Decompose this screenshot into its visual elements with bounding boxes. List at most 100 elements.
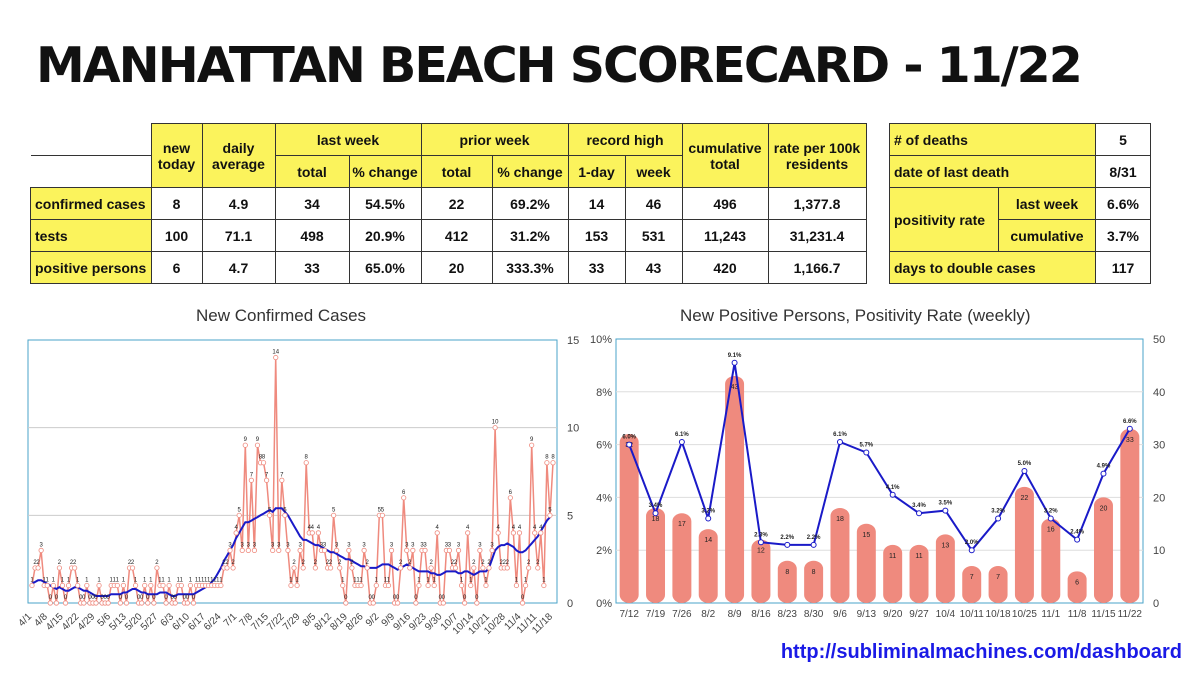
data-point [504, 565, 510, 571]
data-label: 5 [548, 507, 552, 513]
rate-label: 4.1% [886, 485, 900, 491]
data-point [425, 582, 431, 589]
data-label: 2 [454, 560, 458, 566]
data-point [492, 425, 498, 431]
data-point [416, 582, 422, 589]
data-label: 2 [314, 560, 318, 566]
data-label: 5 [381, 507, 385, 513]
data-label: 1 [484, 577, 488, 583]
data-point [184, 600, 190, 606]
data-point [148, 582, 154, 589]
data-label: 1 [195, 577, 199, 583]
table-cell: 69.2% [491, 187, 569, 220]
y-left-tick-label: 10% [590, 334, 612, 346]
rate-point [757, 539, 764, 546]
row-label: tests [30, 219, 152, 252]
data-label: 1 [216, 577, 220, 583]
data-label: 7 [280, 472, 284, 478]
table-cell: 412 [420, 219, 493, 252]
table-cell: 43 [624, 251, 683, 284]
header-total: total [274, 155, 350, 188]
data-point [47, 600, 53, 606]
data-label: 2 [73, 560, 77, 566]
data-label: 0 [146, 595, 150, 601]
data-point [471, 565, 477, 571]
data-label: 3 [390, 542, 394, 548]
data-point [72, 565, 78, 571]
data-point [529, 442, 535, 448]
rate-point [784, 541, 791, 548]
data-point [358, 582, 364, 589]
x-tick-label: 11/15 [1091, 609, 1116, 620]
table-cell: 531 [624, 219, 683, 252]
y-tick-label: 15 [567, 335, 579, 347]
table-cell: 100 [150, 219, 203, 252]
data-point [312, 565, 318, 571]
data-label: 3 [405, 542, 409, 548]
data-label: 3 [411, 542, 415, 548]
rate-point [1100, 470, 1107, 477]
table-cell: 496 [681, 187, 769, 220]
rate-label: 3.2% [1044, 509, 1058, 515]
x-tick-label: 9/27 [909, 609, 929, 620]
data-label: 1 [149, 577, 153, 583]
x-tick-label: 6/24 [202, 611, 224, 633]
x-tick-label: 9/20 [883, 609, 903, 620]
data-point [59, 582, 66, 589]
data-point [224, 565, 230, 571]
data-label: 0 [439, 595, 443, 601]
data-label: 1 [67, 577, 71, 583]
data-point [401, 495, 407, 501]
y-right-tick-label: 30 [1153, 440, 1165, 452]
rate-label: 2.2% [780, 535, 794, 541]
data-label: 3 [323, 542, 327, 548]
data-label: 3 [347, 542, 351, 548]
x-tick-label: 8/16 [751, 609, 771, 620]
data-label: 2 [506, 560, 510, 566]
data-label: 6 [402, 490, 406, 496]
data-point [468, 582, 474, 589]
x-tick-label: 7/19 [646, 609, 666, 620]
data-label: 2 [329, 560, 333, 566]
data-point [267, 512, 273, 518]
data-label: 0 [125, 595, 129, 601]
table-cell: 20 [420, 251, 493, 284]
data-point [75, 582, 81, 589]
bar-value-label: 22 [1021, 495, 1029, 502]
data-label: 2 [487, 560, 491, 566]
table-cell: 333.3% [491, 251, 569, 284]
y-right-tick-label: 50 [1153, 334, 1165, 346]
x-tick-label: 7/12 [619, 609, 639, 620]
data-point [398, 565, 404, 571]
plot-frame [615, 338, 1144, 604]
data-label: 2 [365, 560, 369, 566]
bar-value-label: 33 [1126, 437, 1134, 444]
data-label: 6 [509, 490, 513, 496]
header-record-high: record high [567, 123, 683, 156]
rate-label: 2.3% [754, 532, 768, 538]
data-label: 2 [222, 560, 226, 566]
data-point [544, 460, 550, 466]
data-point [452, 565, 459, 571]
table-cell: 8 [150, 187, 203, 220]
x-tick-label: 8/2 [701, 609, 715, 620]
dashboard-link[interactable]: http://subliminalmachines.com/dashboard [780, 641, 1182, 663]
data-label: 2 [36, 560, 40, 566]
table-cell: 1,166.7 [767, 251, 867, 284]
bar-value-label: 8 [812, 569, 816, 576]
data-label: 3 [247, 542, 251, 548]
rate-label: 3.4% [649, 503, 663, 509]
positivity-label: positivity rate [889, 187, 999, 252]
data-label: 1 [30, 577, 34, 583]
bar [698, 529, 718, 603]
table-cell: 498 [274, 219, 350, 252]
data-point [145, 600, 151, 606]
data-label: 1 [542, 577, 546, 583]
data-label: 3 [335, 542, 339, 548]
data-point [260, 460, 267, 466]
data-label: 1 [384, 577, 388, 583]
y-left-tick-label: 6% [596, 440, 612, 452]
data-point [370, 600, 376, 606]
data-label: 3 [39, 542, 43, 548]
data-point [114, 582, 120, 589]
